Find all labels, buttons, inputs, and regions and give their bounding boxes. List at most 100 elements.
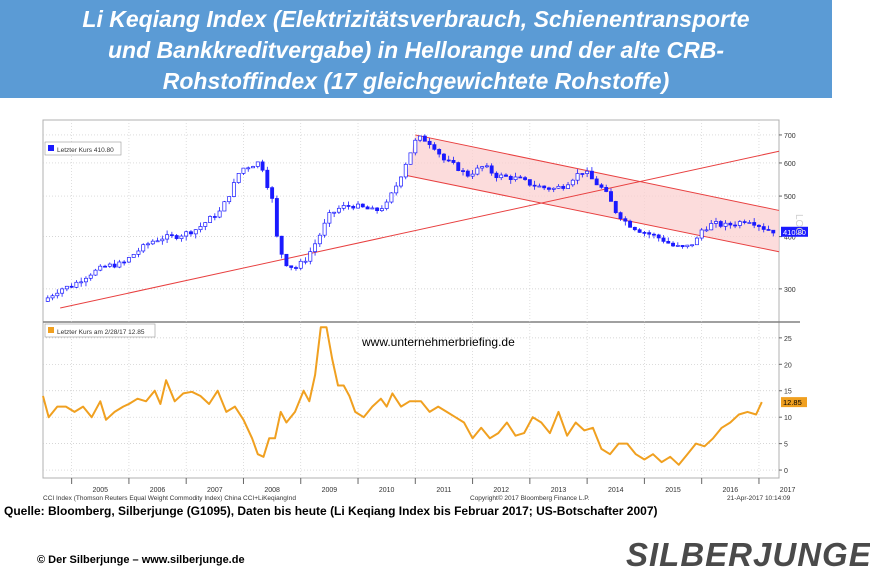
x-tick-label: 2005 bbox=[92, 487, 108, 494]
candle-body bbox=[613, 201, 618, 213]
candle-body bbox=[189, 231, 193, 235]
candle-body bbox=[365, 206, 370, 210]
x-tick-label: 2015 bbox=[665, 487, 681, 494]
bottom-last-value: 12.85 bbox=[783, 398, 802, 407]
candle-body bbox=[356, 203, 360, 209]
top-y-tick-label: 700 bbox=[784, 133, 796, 140]
candle-body bbox=[656, 234, 661, 239]
candle-body bbox=[628, 220, 633, 228]
candle-body bbox=[289, 265, 294, 268]
top-y-axis: 300 400 500 600 700 bbox=[784, 133, 796, 294]
candle-body bbox=[212, 216, 217, 218]
candle-body bbox=[231, 182, 236, 197]
x-tick-label: 2009 bbox=[322, 487, 338, 494]
x-tick-label: 2007 bbox=[207, 487, 223, 494]
candle-body bbox=[322, 222, 327, 236]
candle-body bbox=[537, 185, 542, 188]
candle-body bbox=[694, 237, 699, 246]
candle-body bbox=[728, 222, 733, 226]
candle-body bbox=[160, 238, 165, 242]
top-legend-text: Letzter Kurs 410.80 bbox=[57, 147, 114, 154]
candle-body bbox=[179, 235, 184, 239]
title-line-3: Rohstoffindex (17 gleichgewichtete Rohst… bbox=[162, 68, 670, 94]
candle-body bbox=[456, 162, 461, 171]
candle-body bbox=[251, 166, 255, 169]
candle-body bbox=[103, 265, 107, 268]
candle-body bbox=[370, 207, 375, 210]
candle-body bbox=[690, 244, 695, 247]
candle-body bbox=[155, 240, 160, 243]
candle-body bbox=[394, 185, 399, 194]
candle-body bbox=[518, 176, 523, 179]
candle-body bbox=[399, 176, 403, 187]
candle-body bbox=[341, 205, 346, 209]
candle-body bbox=[260, 161, 265, 171]
candle-body bbox=[375, 207, 380, 211]
candle-body bbox=[208, 216, 213, 223]
candle-body bbox=[523, 177, 528, 180]
candle-body bbox=[718, 221, 723, 227]
candle-body bbox=[432, 144, 437, 150]
x-tick-label: 2011 bbox=[436, 487, 451, 494]
candle-body bbox=[599, 184, 604, 188]
candle-body bbox=[637, 229, 642, 233]
candle-body bbox=[169, 234, 174, 237]
candle-body bbox=[112, 263, 117, 268]
candle-body bbox=[274, 198, 279, 237]
commodity-index-candles bbox=[45, 134, 776, 302]
bottom-y-tick-label: 15 bbox=[784, 389, 792, 396]
candle-body bbox=[270, 187, 275, 199]
candle-body bbox=[50, 295, 55, 299]
candle-body bbox=[146, 243, 150, 246]
candle-body bbox=[79, 281, 84, 284]
candle-body bbox=[475, 167, 480, 175]
watermark-text: www.unternehmerbriefing.de bbox=[361, 335, 515, 349]
x-axis: 2005 2006 2007 2008 2009 2010 2011 2012 2013 2014… bbox=[71, 478, 795, 494]
candle-body bbox=[418, 135, 423, 141]
candle-body bbox=[532, 184, 537, 187]
candle-body bbox=[389, 192, 394, 203]
downtrend-channel bbox=[60, 134, 780, 309]
candle-body bbox=[709, 223, 714, 231]
candle-body bbox=[742, 221, 747, 223]
candle-body bbox=[265, 169, 270, 188]
candle-body bbox=[771, 229, 776, 234]
candle-body bbox=[222, 201, 227, 212]
li-keqiang-line bbox=[42, 326, 763, 466]
candle-body bbox=[752, 222, 757, 226]
candle-body bbox=[714, 221, 718, 224]
candle-body bbox=[618, 212, 623, 220]
top-last-value-tag: 410.80 bbox=[781, 226, 808, 237]
candle-body bbox=[165, 234, 170, 240]
x-tick-label: 2016 bbox=[723, 487, 739, 494]
title-line-2: und Bankkreditvergabe) in Hellorange und… bbox=[108, 37, 724, 63]
bottom-y-axis: 0 5 10 15 20 25 bbox=[784, 336, 792, 475]
candle-body bbox=[122, 261, 127, 264]
li-keqiang-path bbox=[42, 326, 763, 466]
bottom-y-tick-label: 10 bbox=[784, 415, 792, 422]
candle-body bbox=[88, 274, 93, 279]
channel-lower-line bbox=[406, 174, 780, 253]
x-tick-label: 2006 bbox=[150, 487, 166, 494]
candle-body bbox=[570, 179, 575, 186]
candle-body bbox=[556, 185, 561, 189]
copyright-text: © Der Silberjunge – www.silberjunge.de bbox=[37, 554, 245, 566]
candle-body bbox=[441, 153, 446, 161]
candle-body bbox=[623, 218, 628, 222]
candle-body bbox=[551, 187, 556, 190]
candle-body bbox=[422, 135, 427, 142]
candle-body bbox=[513, 176, 518, 180]
candle-body bbox=[298, 260, 303, 269]
candle-body bbox=[470, 173, 475, 177]
candle-body bbox=[55, 292, 60, 297]
title-banner: Li Keqiang Index (Elektrizitätsverbrauch… bbox=[0, 0, 832, 98]
x-tick-label: 2012 bbox=[493, 487, 509, 494]
candle-body bbox=[632, 226, 637, 231]
candle-body bbox=[60, 288, 65, 294]
candle-body bbox=[685, 244, 690, 248]
top-last-value: 410.80 bbox=[783, 228, 806, 237]
candle-body bbox=[126, 257, 131, 263]
candle-body bbox=[504, 174, 508, 177]
candle-body bbox=[303, 260, 308, 263]
candle-body bbox=[661, 237, 666, 242]
